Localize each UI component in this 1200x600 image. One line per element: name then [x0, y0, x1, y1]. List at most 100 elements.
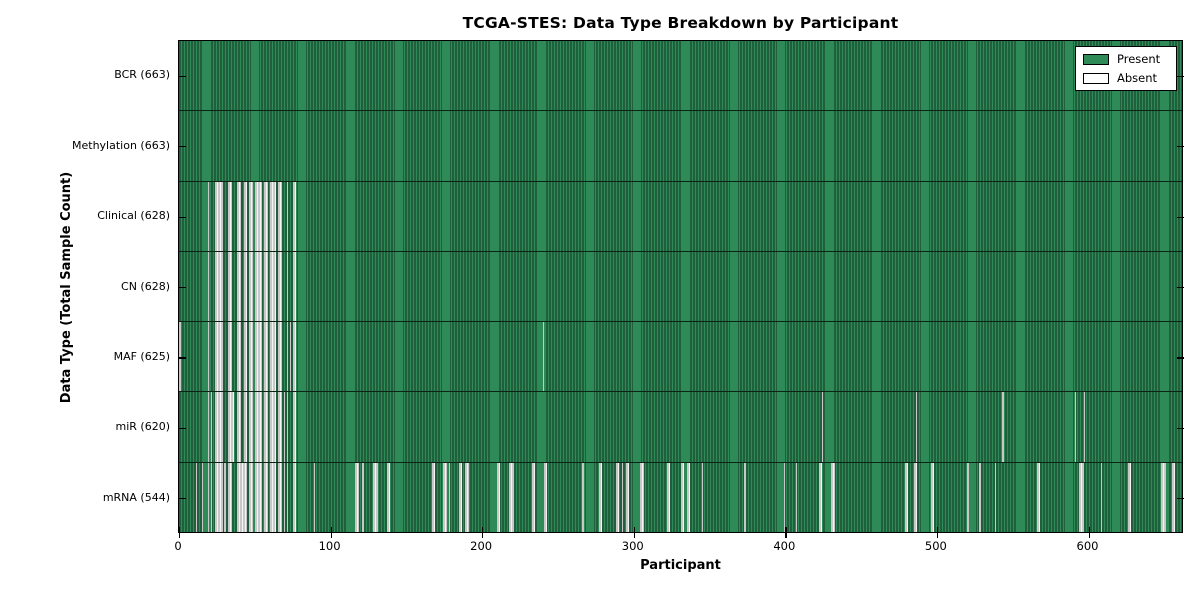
y-tick-mark: [1177, 146, 1184, 148]
absent-stripe: [263, 251, 269, 322]
absent-stripe: [509, 462, 514, 532]
absent-stripe: [373, 462, 378, 532]
absent-stripe: [248, 251, 254, 322]
absent-stripe: [1002, 392, 1004, 462]
x-tick-mark: [633, 527, 635, 534]
y-tick-mark: [1177, 216, 1184, 218]
absent-stripe: [277, 251, 283, 322]
legend-present-label: Present: [1117, 52, 1161, 66]
y-tick-mark: [1177, 427, 1184, 430]
absent-stripe: [263, 322, 269, 392]
absent-stripe: [227, 462, 233, 532]
absent-stripe: [201, 462, 204, 532]
legend-absent-label: Absent: [1117, 71, 1158, 85]
absent-stripe: [254, 322, 263, 392]
legend-item-present: Present: [1083, 52, 1169, 66]
absent-stripe: [744, 462, 746, 532]
y-tick-mark: [179, 427, 186, 430]
absent-stripe: [1079, 462, 1084, 532]
y-tick-mark: [179, 287, 186, 289]
absent-stripe: [432, 462, 436, 532]
legend: Present Absent: [1075, 46, 1177, 91]
y-tick-label-MAF: MAF (625): [113, 349, 170, 363]
x-tick-label-400: 400: [773, 539, 796, 553]
absent-stripe: [830, 462, 836, 532]
absent-stripe: [254, 251, 263, 322]
absent-stripe: [1083, 392, 1086, 462]
absent-stripe: [236, 322, 242, 392]
absent-stripe: [248, 322, 254, 392]
absent-stripe: [244, 181, 248, 251]
x-tick-label-0: 0: [174, 539, 182, 553]
absent-stripe: [215, 392, 223, 462]
x-tick-mark: [785, 534, 787, 538]
absent-stripe: [354, 462, 360, 532]
absent-stripe: [448, 462, 451, 532]
row-miR: [179, 392, 1182, 463]
absent-stripe: [1074, 392, 1077, 462]
x-tick-label-300: 300: [621, 539, 644, 553]
absent-stripe: [277, 392, 283, 462]
absent-stripe: [442, 462, 448, 532]
absent-stripe: [821, 392, 824, 462]
absent-stripe: [269, 462, 276, 532]
absent-stripe: [386, 462, 390, 532]
x-tick-mark: [179, 527, 181, 534]
absent-stripe: [207, 392, 210, 462]
absent-stripe: [783, 462, 786, 532]
absent-stripe: [1161, 462, 1166, 532]
y-tick-mark: [1177, 357, 1184, 359]
y-tick-label-Clinical: Clinical (628): [97, 209, 170, 223]
absent-stripe: [269, 322, 276, 392]
row-BCR: [179, 41, 1182, 112]
x-tick-mark: [482, 534, 484, 538]
y-tick-mark: [179, 75, 186, 77]
absent-stripe: [292, 392, 296, 462]
absent-stripe: [227, 251, 233, 322]
y-tick-mark: [179, 357, 186, 359]
absent-stripe: [542, 322, 545, 392]
absent-stripe: [286, 392, 289, 462]
y-tick-label-Methylation: Methylation (663): [72, 138, 170, 152]
x-tick-label-500: 500: [924, 539, 947, 553]
x-tick-label-200: 200: [470, 539, 493, 553]
absent-stripe: [459, 462, 463, 532]
absent-stripe: [598, 462, 602, 532]
absent-stripe: [215, 251, 223, 322]
absent-stripe: [277, 322, 283, 392]
absent-swatch-icon: [1083, 72, 1109, 84]
absent-stripe: [967, 462, 969, 532]
y-tick-label-mRNA: mRNA (544): [102, 490, 170, 504]
absent-stripe: [263, 462, 269, 532]
absent-stripe: [905, 462, 909, 532]
absent-stripe: [621, 462, 624, 532]
absent-stripe: [292, 322, 296, 392]
absent-stripe: [795, 462, 798, 532]
legend-item-absent: Absent: [1083, 71, 1169, 85]
x-tick-mark: [179, 534, 181, 538]
absent-stripe: [818, 462, 822, 532]
absent-stripe: [286, 181, 289, 251]
absent-stripe: [248, 181, 254, 251]
absent-stripe: [269, 392, 276, 462]
x-tick-mark: [936, 527, 939, 534]
absent-stripe: [269, 251, 276, 322]
absent-stripe: [1036, 462, 1040, 532]
absent-stripe: [680, 462, 684, 532]
absent-stripe: [286, 322, 289, 392]
absent-stripe: [210, 392, 213, 462]
absent-stripe: [277, 462, 283, 532]
x-tick-mark: [482, 527, 484, 534]
absent-stripe: [626, 462, 630, 532]
row-Clinical: [179, 181, 1182, 252]
absent-stripe: [914, 462, 918, 532]
x-tick-label-100: 100: [318, 539, 341, 553]
absent-stripe: [289, 322, 292, 392]
absent-stripe: [283, 392, 286, 462]
absent-stripe: [686, 462, 690, 532]
x-tick-mark: [633, 534, 635, 538]
y-tick-mark: [1177, 75, 1184, 77]
plot-area: Present Absent: [178, 40, 1184, 538]
present-swatch-icon: [1083, 53, 1109, 65]
absent-stripe: [532, 462, 536, 532]
